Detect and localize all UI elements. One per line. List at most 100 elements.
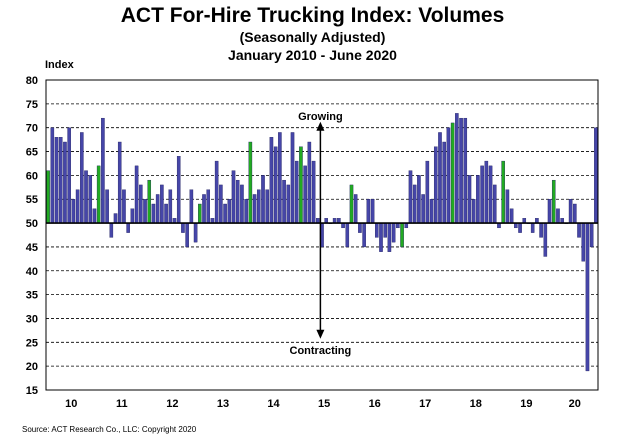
bar [391, 222, 396, 243]
bar [84, 170, 88, 224]
bar [303, 165, 307, 224]
bar [417, 175, 421, 224]
bar [421, 194, 425, 224]
y-axis-label: Index [45, 59, 75, 71]
bar-january [248, 141, 253, 224]
y-tick-label: 30 [26, 313, 38, 325]
bar [311, 160, 316, 224]
bars [46, 113, 598, 372]
bar [480, 165, 484, 224]
x-tick-label: 10 [65, 398, 77, 410]
bar [509, 208, 514, 224]
bar [185, 222, 189, 248]
arrow-down-icon [316, 329, 325, 339]
bar [459, 117, 463, 224]
contracting-label: Contracting [290, 345, 352, 357]
x-tick-label: 13 [217, 398, 229, 410]
bar [488, 165, 493, 224]
bar [581, 222, 586, 262]
bar [168, 189, 173, 224]
bar [231, 170, 236, 224]
bar [307, 141, 312, 224]
bar [113, 213, 118, 224]
bar [181, 222, 185, 233]
bar [594, 127, 598, 224]
x-tick-label: 14 [267, 398, 280, 410]
bar [122, 189, 126, 224]
bar [117, 141, 122, 224]
bar [282, 179, 286, 224]
bar-january [349, 184, 354, 224]
bar [577, 222, 581, 238]
bar [425, 160, 430, 224]
plot-frame [45, 79, 599, 391]
y-tick-label: 55 [26, 194, 38, 206]
bar-january [501, 160, 505, 224]
bar [476, 175, 480, 224]
bar [244, 199, 248, 224]
bar [54, 137, 59, 224]
bar [383, 222, 387, 238]
bar-january [46, 170, 50, 224]
bar-january [299, 146, 303, 224]
bar [273, 146, 278, 224]
chart-period: January 2010 - June 2020 [228, 47, 397, 63]
chart-subtitle: (Seasonally Adjusted) [239, 29, 386, 45]
bar [126, 222, 130, 233]
bar [374, 222, 379, 238]
x-tick-label: 12 [166, 398, 178, 410]
y-tick-label: 35 [26, 290, 38, 302]
bar [455, 113, 459, 224]
bar [143, 199, 147, 224]
bar [278, 132, 282, 224]
bar [235, 179, 240, 224]
bar [219, 184, 223, 224]
bar [366, 199, 371, 224]
bar [362, 222, 366, 248]
bar [290, 132, 295, 224]
bar [109, 222, 114, 238]
x-tick-label: 19 [520, 398, 532, 410]
bar [80, 132, 84, 224]
x-tick-label: 15 [318, 398, 330, 410]
bar [75, 189, 80, 224]
bar [556, 208, 560, 224]
y-tick-label: 25 [26, 337, 38, 349]
y-tick-label: 60 [26, 170, 38, 182]
bar-january [551, 179, 556, 224]
bar [151, 203, 156, 224]
bar [345, 222, 350, 248]
bar [505, 189, 510, 224]
y-tick-label: 15 [26, 385, 38, 397]
bar [101, 117, 105, 224]
bar [568, 199, 573, 224]
y-tick-label: 75 [26, 99, 38, 111]
bar [252, 194, 257, 224]
bar [547, 199, 552, 224]
x-tick-label: 16 [369, 398, 381, 410]
growing-label: Growing [298, 111, 343, 123]
y-tick-label: 65 [26, 147, 38, 159]
bar [88, 175, 93, 224]
bar [379, 222, 383, 252]
bar [50, 127, 55, 224]
y-tick-label: 50 [26, 218, 38, 230]
y-tick-label: 40 [26, 266, 38, 278]
bar [539, 222, 543, 238]
bar [206, 189, 211, 224]
bar-january [400, 222, 404, 248]
bar [269, 137, 274, 224]
x-tick-label: 20 [569, 398, 581, 410]
y-axis-ticks: 15 20 25 30 35 40 45 50 55 60 65 70 75 80 [26, 75, 38, 397]
bar [67, 127, 71, 224]
bar [353, 194, 358, 224]
bar [223, 203, 227, 224]
bar [467, 175, 472, 224]
chart-title-block: ACT For-Hire Trucking Index: Volumes (Se… [0, 4, 625, 64]
bar [585, 222, 590, 372]
bar [492, 184, 497, 224]
bar [176, 156, 181, 224]
bar [92, 208, 97, 224]
bar [63, 141, 67, 224]
